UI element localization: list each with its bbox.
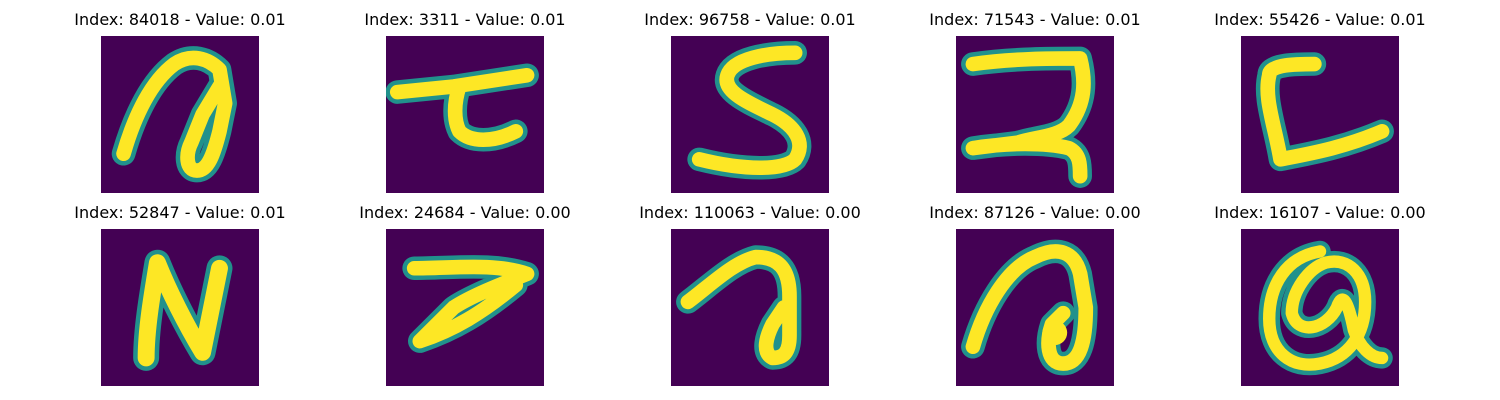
digit-image (1241, 36, 1399, 193)
panel-title: Index: 84018 - Value: 0.01 (74, 10, 286, 29)
panel-title: Index: 24684 - Value: 0.00 (359, 203, 571, 222)
digit-image (956, 229, 1114, 386)
digit-image (386, 36, 544, 193)
panel-6: Index: 52847 - Value: 0.01 (60, 193, 300, 386)
panel-title: Index: 110063 - Value: 0.00 (639, 203, 861, 222)
panel-3: Index: 96758 - Value: 0.01 (630, 0, 870, 193)
digit-image (101, 229, 259, 386)
panel-7: Index: 24684 - Value: 0.00 (345, 193, 585, 386)
digit-image (101, 36, 259, 193)
panel-10: Index: 16107 - Value: 0.00 (1200, 193, 1440, 386)
panel-title: Index: 55426 - Value: 0.01 (1214, 10, 1426, 29)
panel-9: Index: 87126 - Value: 0.00 (915, 193, 1155, 386)
panel-2: Index: 3311 - Value: 0.01 (345, 0, 585, 193)
digit-image (671, 229, 829, 386)
digit-image (671, 36, 829, 193)
digit-image (386, 229, 544, 386)
panel-title: Index: 96758 - Value: 0.01 (644, 10, 856, 29)
panel-8: Index: 110063 - Value: 0.00 (630, 193, 870, 386)
panel-title: Index: 71543 - Value: 0.01 (929, 10, 1141, 29)
panel-title: Index: 52847 - Value: 0.01 (74, 203, 286, 222)
panel-1: Index: 84018 - Value: 0.01 (60, 0, 300, 193)
panel-4: Index: 71543 - Value: 0.01 (915, 0, 1155, 193)
digit-image (956, 36, 1114, 193)
digit-image (1241, 229, 1399, 386)
panel-5: Index: 55426 - Value: 0.01 (1200, 0, 1440, 193)
panel-title: Index: 87126 - Value: 0.00 (929, 203, 1141, 222)
panel-title: Index: 3311 - Value: 0.01 (364, 10, 566, 29)
panel-title: Index: 16107 - Value: 0.00 (1214, 203, 1426, 222)
